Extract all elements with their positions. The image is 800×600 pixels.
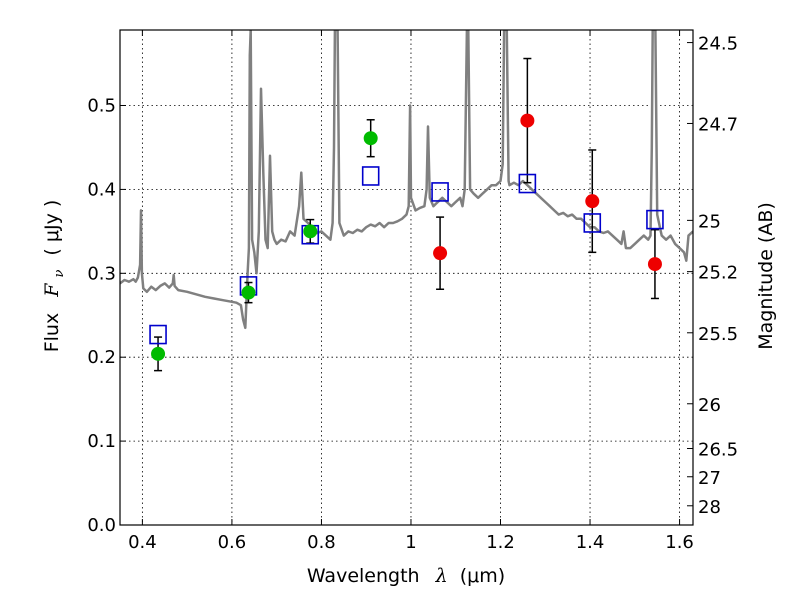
green-data-point [363, 131, 378, 146]
mag-tick-label: 24.5 [698, 34, 738, 55]
spectrum-line [120, 30, 693, 330]
mag-tick-label: 25 [698, 211, 721, 232]
model-box [149, 324, 167, 345]
y-tick-label: 0.3 [87, 263, 116, 284]
y-tick-label: 0.5 [87, 96, 116, 117]
x-label-prefix: Wavelength [307, 565, 420, 587]
red-data-point [647, 257, 662, 272]
model-box [518, 173, 537, 194]
y-tick-label: 0.4 [87, 179, 116, 200]
y-tick-label: 0.1 [87, 431, 116, 452]
spectrum-layer [120, 30, 693, 330]
mag-tick-label: 25.2 [698, 263, 738, 284]
red-data-point [585, 194, 600, 209]
x-axis-label: Wavelength λ (μm) [307, 565, 505, 587]
grid-lines [120, 30, 693, 526]
mag-tick-label: 24.7 [698, 114, 738, 135]
model-box [431, 182, 449, 202]
x-tick-label: 0.6 [218, 532, 247, 553]
y-label-subscript: ν [52, 270, 67, 278]
x-tick-label: 1.6 [665, 532, 694, 553]
green-data-point [303, 224, 318, 239]
model-box [361, 166, 380, 186]
x-label-unit: (μm) [460, 565, 505, 587]
mag-tick-label: 26 [698, 395, 721, 416]
x-tick-label: 1.4 [576, 532, 605, 553]
green-data-point [151, 346, 166, 361]
red-data-point [433, 246, 448, 261]
mag-tick-label: 26.5 [698, 439, 738, 460]
y-label-symbol: F [41, 283, 63, 298]
red-data-point [520, 113, 535, 128]
mag-tick-label: 25.5 [698, 324, 738, 345]
mag-tick-label: 27 [698, 468, 721, 489]
x-tick-label: 0.8 [307, 532, 336, 553]
data-points [151, 113, 662, 361]
y-axis-label: Flux F ν ( μJy ) [41, 200, 68, 353]
green-data-point [241, 285, 256, 300]
x-tick-label: 1.2 [486, 532, 515, 553]
x-label-symbol: λ [435, 565, 448, 587]
y-label-prefix: Flux [41, 313, 63, 353]
plot-frame [119, 29, 694, 526]
y-label-unit: ( μJy ) [41, 200, 63, 256]
model-box [583, 213, 602, 233]
model-boxes [149, 166, 664, 345]
mag-tick-label: 28 [698, 497, 721, 518]
x-tick-label: 1 [405, 532, 416, 553]
y-tick-label: 0.0 [87, 515, 116, 536]
y2-axis-label: Magnitude (AB) [755, 202, 777, 350]
model-box [646, 209, 664, 230]
axis-ticks: 0.4 0.6 0.8 1 1.2 1.4 1.6 0.0 0.1 0.2 0.3 0.4 0.5 24.… [87, 30, 738, 553]
x-tick-label: 0.4 [128, 532, 157, 553]
y-tick-label: 0.2 [87, 347, 116, 368]
